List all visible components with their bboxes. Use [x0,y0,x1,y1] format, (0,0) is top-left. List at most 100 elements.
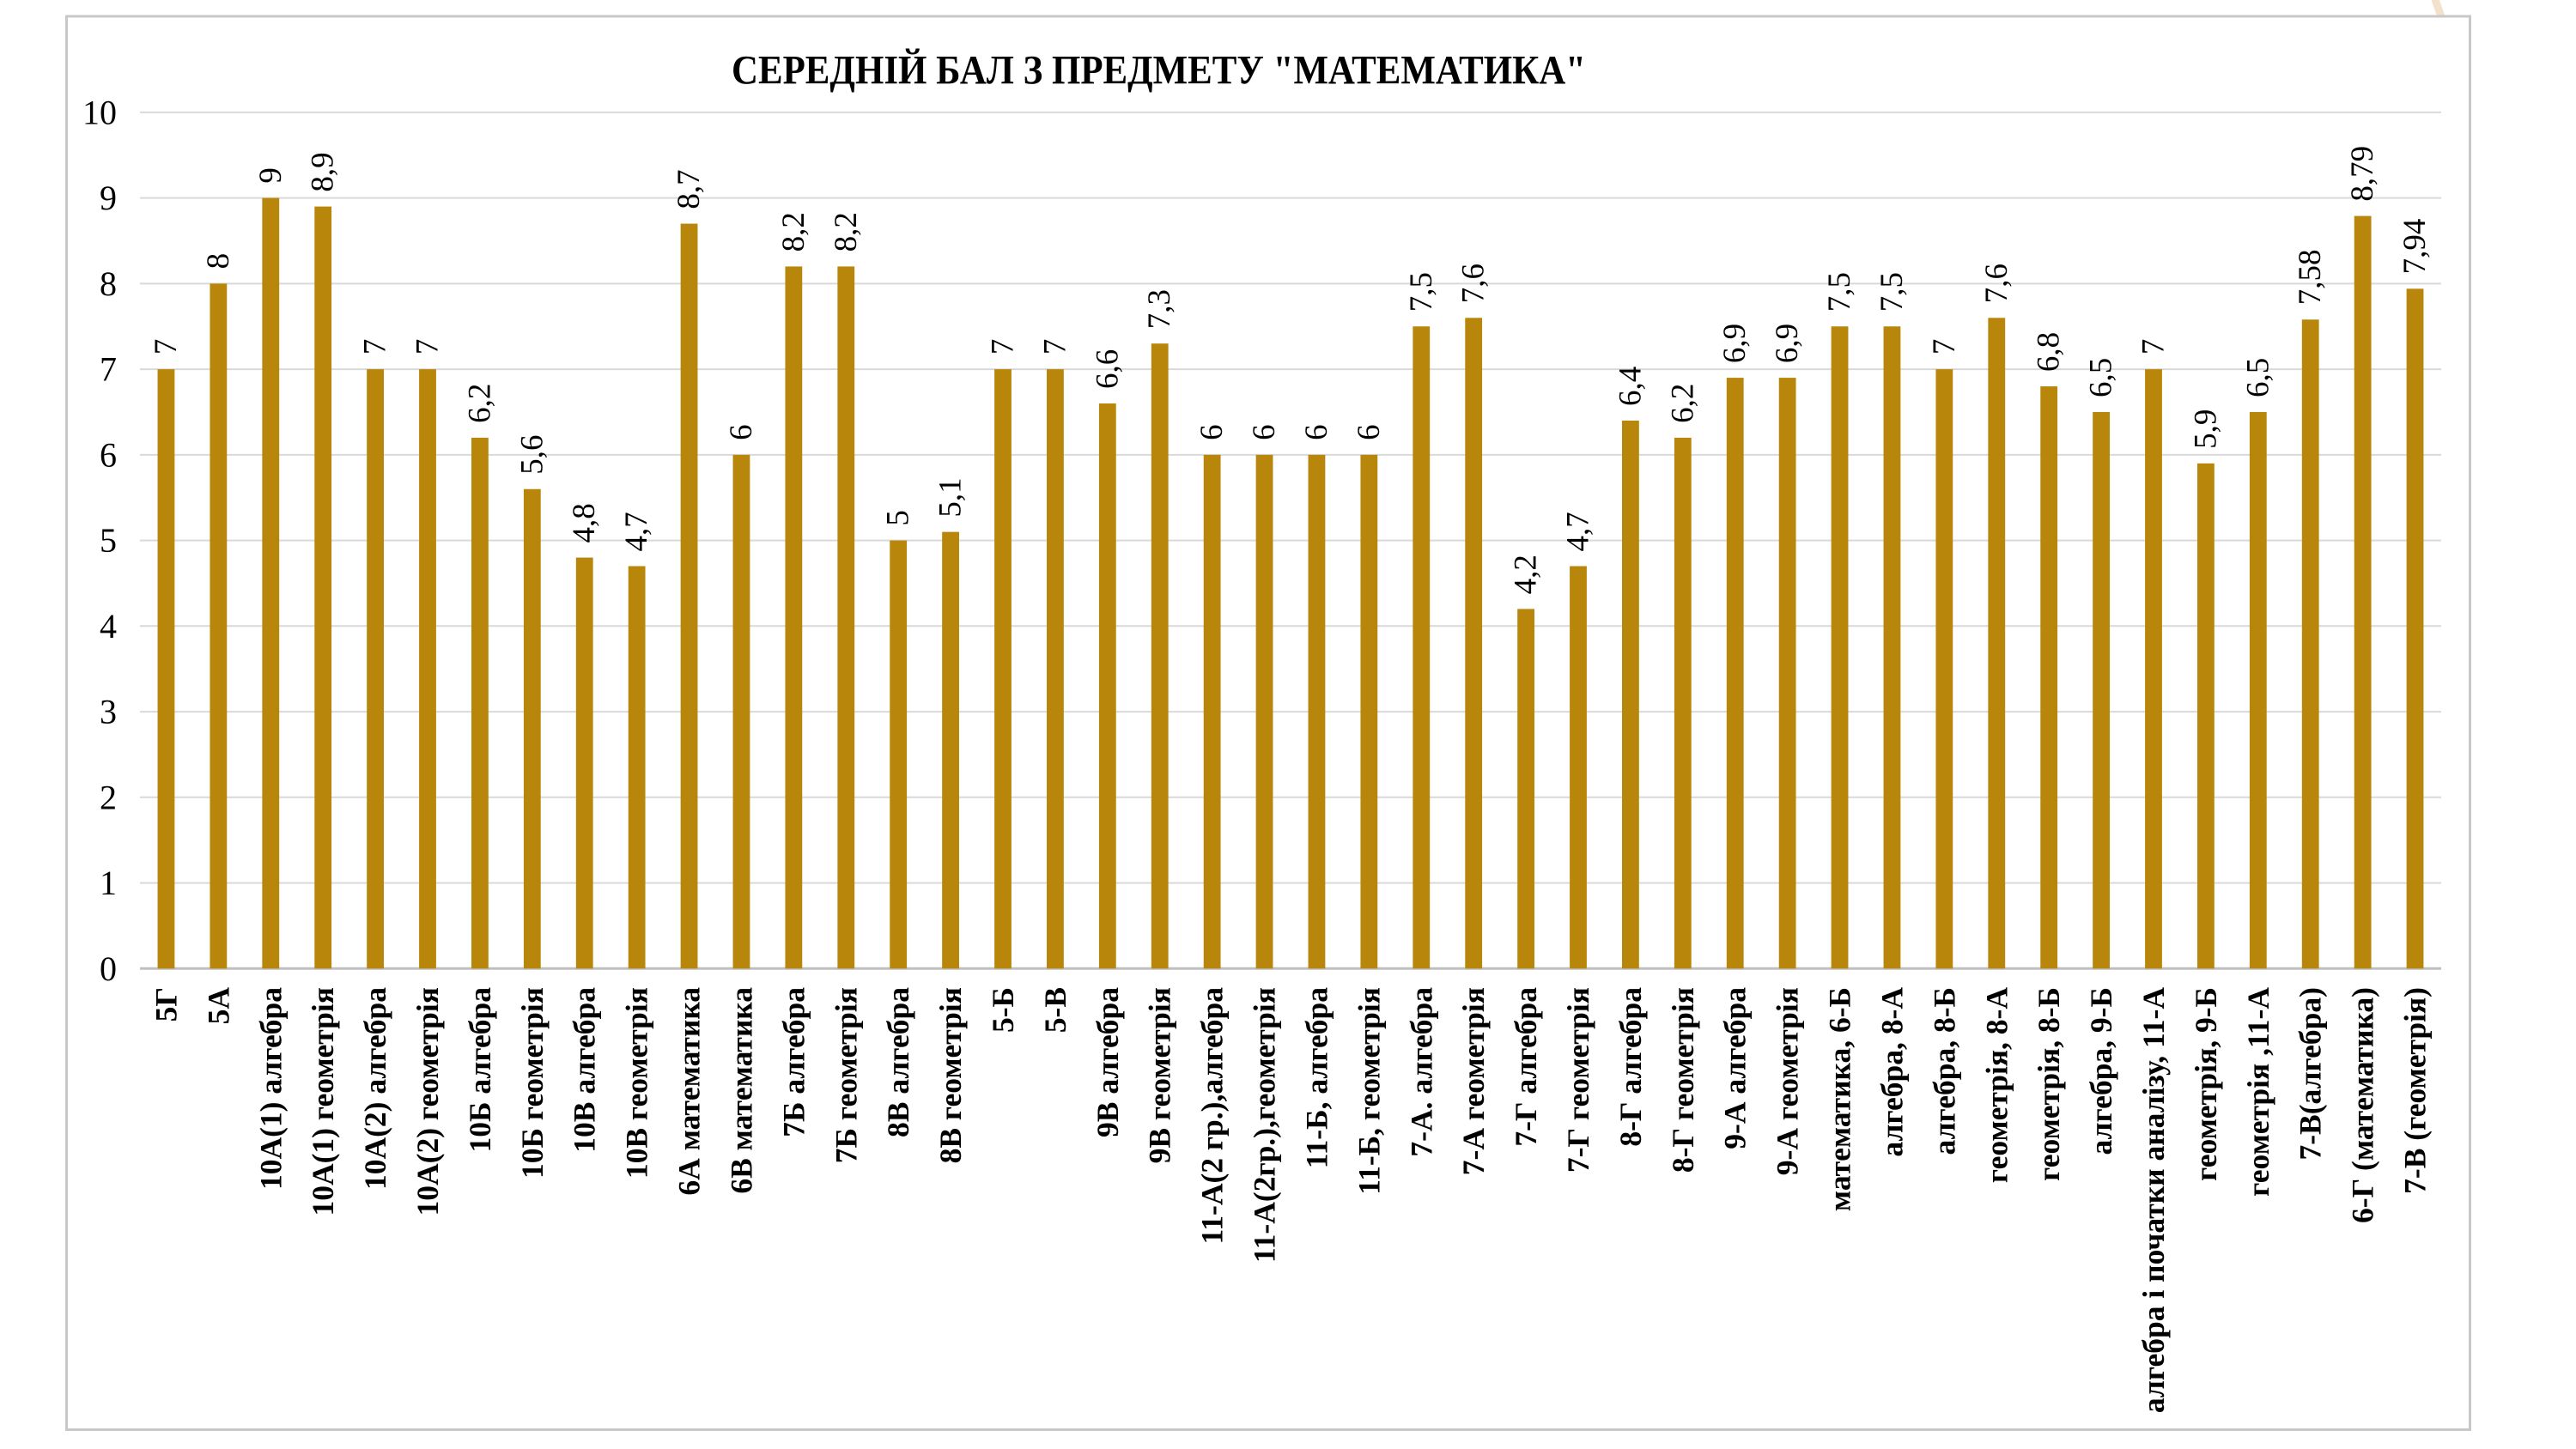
svg-text:7-В(алгебра): 7-В(алгебра) [2293,987,2328,1161]
svg-text:8,9: 8,9 [306,152,341,191]
svg-text:5,6: 5,6 [514,435,550,475]
svg-text:11-А(2гр.),геометрія: 11-А(2гр.),геометрія [1248,987,1282,1263]
svg-text:10А(2) алгебра: 10А(2) алгебра [358,987,392,1190]
svg-text:8-Г алгебра: 8-Г алгебра [1613,987,1648,1147]
svg-text:10А(2) геометрія: 10А(2) геометрія [410,987,445,1216]
svg-text:2: 2 [100,778,117,816]
svg-text:8В алгебра: 8В алгебра [881,987,915,1137]
svg-text:5-Б: 5-Б [986,987,1020,1033]
svg-text:10А(1) геометрія: 10А(1) геометрія [306,987,340,1216]
svg-text:7-В (геометрія): 7-В (геометрія) [2398,987,2433,1194]
svg-text:5-В: 5-В [1038,987,1072,1033]
svg-text:7,5: 7,5 [1874,272,1910,312]
svg-text:7: 7 [986,339,1021,355]
svg-text:7: 7 [149,339,184,355]
svg-text:5: 5 [100,521,117,560]
svg-text:6,5: 6,5 [2084,358,2119,397]
svg-text:СЕРЕДНІЙ БАЛ З ПРЕДМЕТУ "МАТЕМ: СЕРЕДНІЙ БАЛ З ПРЕДМЕТУ "МАТЕМАТИКА" [732,48,1586,94]
svg-text:1: 1 [100,864,117,902]
svg-text:7,58: 7,58 [2293,250,2328,306]
svg-text:6,4: 6,4 [1613,367,1648,406]
svg-text:10В геометрія: 10В геометрія [620,987,654,1179]
svg-text:11-Б, алгебра: 11-Б, алгебра [1299,987,1334,1168]
svg-text:геометрія ,11-А: геометрія ,11-А [2241,987,2275,1197]
svg-text:7,6: 7,6 [1456,264,1492,303]
svg-text:8: 8 [201,253,236,270]
svg-text:7-Г геометрія: 7-Г геометрія [1561,987,1595,1173]
svg-text:8,2: 8,2 [776,212,811,252]
svg-text:8,7: 8,7 [671,169,707,209]
svg-text:8,2: 8,2 [829,212,864,252]
svg-text:геометрія, 8-Б: геометрія, 8-Б [2032,987,2066,1181]
svg-text:9: 9 [253,167,289,184]
svg-text:7: 7 [410,339,446,355]
svg-text:алгебра, 9-Б: алгебра, 9-Б [2084,987,2118,1155]
svg-text:7: 7 [2136,339,2172,355]
svg-text:5Г: 5Г [149,987,183,1022]
svg-text:6В математика: 6В математика [724,987,758,1194]
svg-text:5,1: 5,1 [933,477,969,517]
svg-text:8-Г геометрія: 8-Г геометрія [1666,987,1700,1173]
svg-text:7,5: 7,5 [1404,272,1439,312]
svg-text:6: 6 [100,435,117,474]
svg-text:4: 4 [100,607,117,646]
svg-text:7: 7 [1037,339,1072,355]
svg-text:6: 6 [1352,424,1387,440]
svg-text:6А математика: 6А математика [672,987,707,1196]
svg-text:алгебра, 8-Б: алгебра, 8-Б [1927,987,1961,1155]
svg-text:6,8: 6,8 [2032,332,2067,372]
svg-text:7-А. алгебра: 7-А. алгебра [1404,987,1438,1157]
svg-text:8В геометрія: 8В геометрія [933,987,968,1163]
svg-text:6,2: 6,2 [1665,384,1700,423]
svg-text:7: 7 [100,350,117,389]
svg-text:7,5: 7,5 [1822,272,1857,312]
svg-text:математика, 6-Б: математика, 6-Б [1823,987,1857,1211]
svg-text:5,9: 5,9 [2188,409,2223,449]
svg-text:алгебра, 8-А: алгебра, 8-А [1874,987,1909,1157]
svg-text:6,5: 6,5 [2240,358,2275,397]
svg-text:0: 0 [100,949,117,988]
svg-text:7,6: 7,6 [1979,264,2014,303]
svg-text:4,8: 4,8 [567,503,602,543]
svg-text:9-А алгебра: 9-А алгебра [1718,987,1753,1149]
svg-text:9В алгебра: 9В алгебра [1091,987,1125,1137]
svg-text:4,7: 4,7 [619,512,654,551]
svg-text:5А: 5А [201,987,235,1025]
svg-text:6: 6 [724,424,759,440]
svg-text:7-А геометрія: 7-А геометрія [1456,987,1491,1175]
svg-text:6,2: 6,2 [462,384,497,423]
svg-text:7Б геометрія: 7Б геометрія [829,987,863,1163]
svg-text:10В алгебра: 10В алгебра [568,987,602,1153]
svg-text:10А(1) алгебра: 10А(1) алгебра [253,987,288,1190]
svg-text:6,9: 6,9 [1770,324,1805,363]
svg-text:7: 7 [1927,339,1962,355]
svg-text:10Б геометрія: 10Б геометрія [515,987,550,1179]
svg-text:7-Г алгебра: 7-Г алгебра [1509,987,1543,1147]
svg-text:9-А геометрія: 9-А геометрія [1771,987,1805,1175]
svg-text:7: 7 [358,339,393,355]
svg-text:10Б алгебра: 10Б алгебра [463,987,497,1153]
svg-text:6: 6 [1299,424,1334,440]
svg-text:8: 8 [100,264,117,303]
svg-text:геометрія, 8-А: геометрія, 8-А [1979,987,2014,1183]
svg-text:алгебра і початки аналізу, 11-: алгебра і початки аналізу, 11-А [2136,987,2171,1413]
svg-text:6,6: 6,6 [1090,349,1125,389]
svg-text:6: 6 [1247,424,1282,440]
svg-text:8,79: 8,79 [2345,146,2380,202]
svg-text:геометрія, 9-Б: геометрія, 9-Б [2189,987,2223,1181]
svg-text:4,7: 4,7 [1561,512,1596,551]
svg-text:4,2: 4,2 [1509,555,1544,594]
svg-text:9: 9 [100,179,117,217]
svg-text:7,94: 7,94 [2397,219,2433,275]
svg-text:5: 5 [881,510,916,526]
svg-text:9В геометрія: 9В геометрія [1143,987,1177,1163]
svg-text:6,9: 6,9 [1717,324,1753,363]
svg-text:10: 10 [82,93,117,131]
svg-text:3: 3 [100,693,117,731]
svg-text:6: 6 [1194,424,1230,440]
svg-text:7Б алгебра: 7Б алгебра [776,987,811,1137]
svg-text:11-Б, геометрія: 11-Б, геометрія [1352,987,1386,1195]
svg-text:11-А(2 гр.),алгебра: 11-А(2 гр.),алгебра [1195,987,1230,1245]
svg-text:7,3: 7,3 [1142,289,1177,329]
svg-text:6-Г (математика): 6-Г (математика) [2346,987,2380,1223]
